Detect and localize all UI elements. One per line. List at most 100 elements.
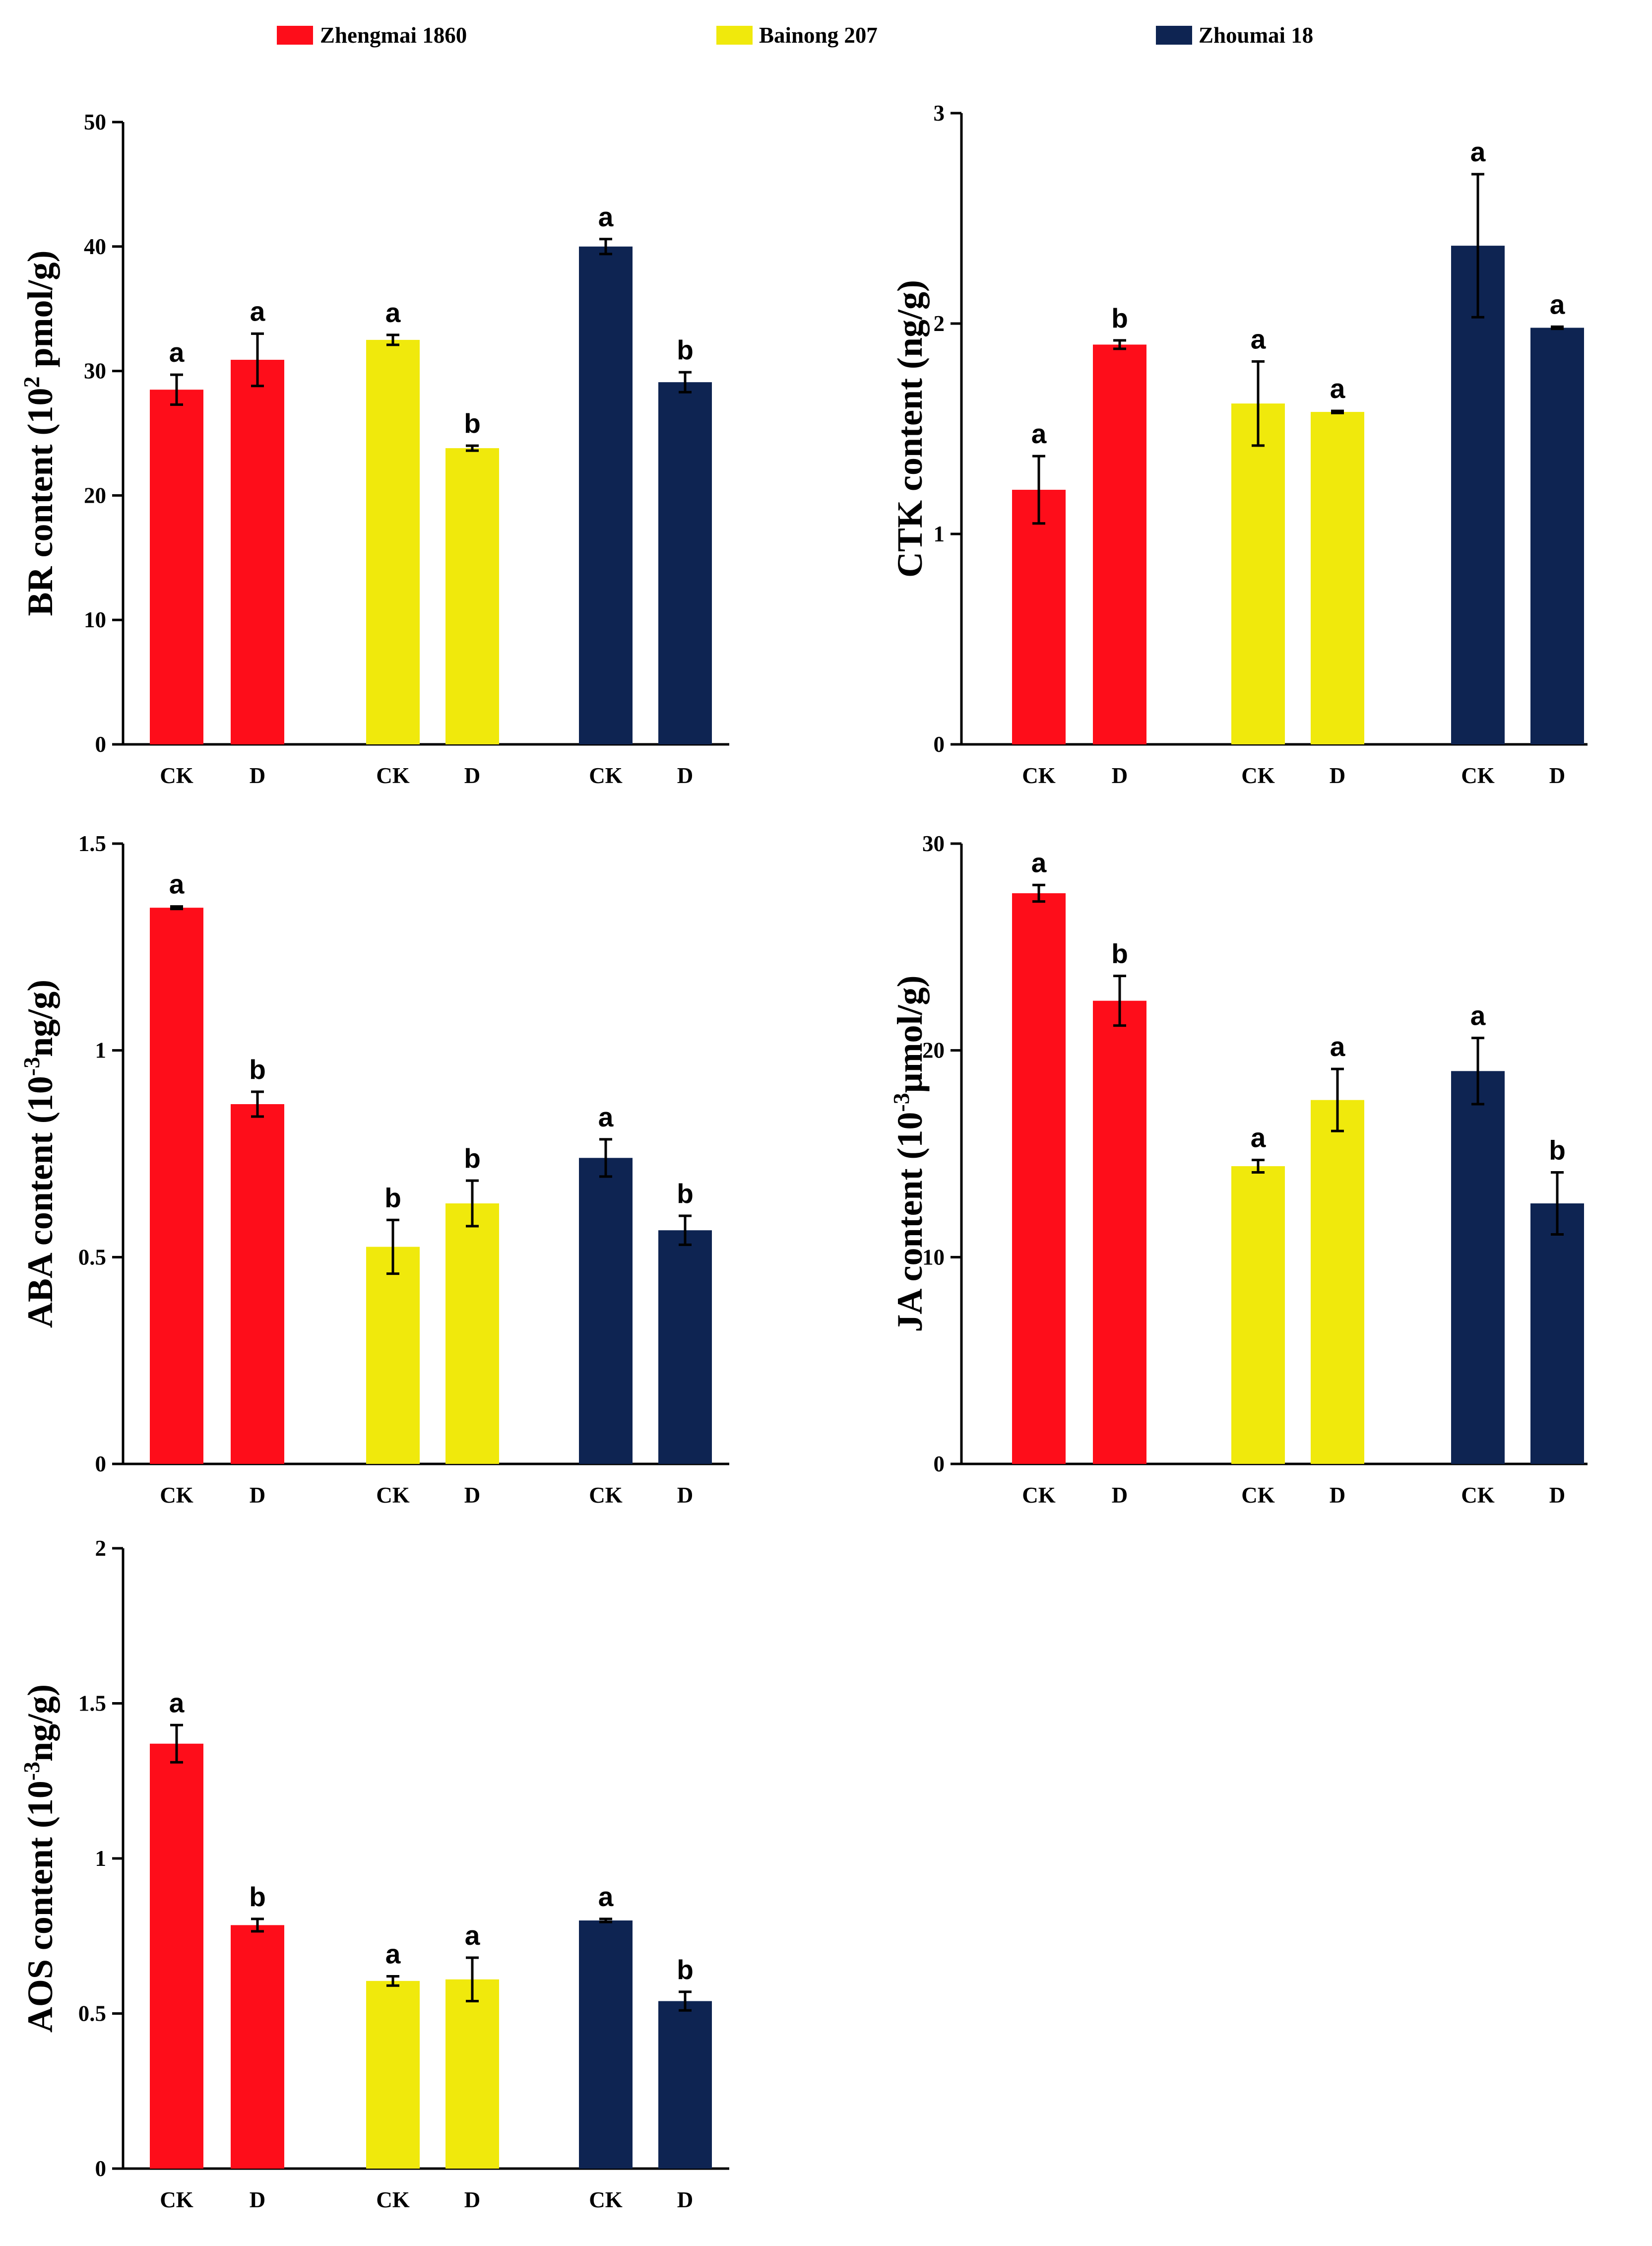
y-tick-label: 40 <box>84 234 106 259</box>
bar <box>658 1230 712 1464</box>
error-bar <box>1113 339 1126 350</box>
y-tick-label: 0 <box>95 2156 107 2181</box>
x-tick-label: CK <box>589 763 623 788</box>
significance-label: b <box>677 1178 694 1209</box>
significance-label: a <box>250 296 265 327</box>
significance-label: a <box>1251 324 1266 354</box>
x-tick-label: CK <box>589 2187 623 2212</box>
bar <box>366 339 420 744</box>
aba-content-chart: 0 0.5 1 1.5 a CK b Db CK b Da CK b D ABA content (10-3… <box>19 831 729 1508</box>
x-tick-label: D <box>1112 763 1128 788</box>
error-bar <box>1331 1067 1344 1132</box>
y-tick-label: 1.5 <box>78 1691 106 1716</box>
x-tick-label: D <box>464 1483 481 1508</box>
error-bar <box>251 1917 264 1933</box>
error-bar <box>599 1138 612 1178</box>
y-tick-label: 0 <box>95 1452 107 1476</box>
significance-label: b <box>464 1143 481 1174</box>
y-tick-label: 1 <box>95 1846 107 1871</box>
legend-item-bainong-207: Bainong 207 <box>716 23 878 48</box>
error-bar <box>251 1090 264 1118</box>
significance-label: b <box>1111 938 1128 969</box>
error-bar <box>679 1990 692 2012</box>
error-bar <box>170 905 183 911</box>
x-tick-label: D <box>250 763 266 788</box>
legend-swatch-zhoumai-18 <box>1156 26 1192 45</box>
br-content-chart: 0 10 20 30 40 50 a CK a Da CK b Da CK b D BR content (10… <box>19 110 729 788</box>
error-bar <box>1032 883 1045 903</box>
y-tick-label: 0 <box>934 1452 945 1476</box>
significance-label: b <box>464 408 481 439</box>
bar <box>366 1247 420 1464</box>
y-tick-label: 2 <box>934 311 945 336</box>
x-tick-label: D <box>1330 1483 1346 1508</box>
bar <box>150 1743 203 2169</box>
y-axis-title: CTK content (ng/g) <box>890 280 930 578</box>
y-axis-title: AOS content (10-3ng/g) <box>19 1684 60 2033</box>
significance-label: b <box>384 1182 401 1213</box>
significance-label: a <box>1470 136 1486 167</box>
bar <box>1311 1100 1364 1464</box>
bar <box>1231 1166 1285 1464</box>
x-tick-label: D <box>677 2187 694 2212</box>
legend-item-zhengmai-1860: Zhengmai 1860 <box>277 23 467 48</box>
error-bar <box>466 444 479 452</box>
error-bar <box>1252 1159 1265 1174</box>
error-bar <box>386 333 399 346</box>
significance-label: a <box>1330 373 1345 404</box>
x-tick-label: CK <box>1241 763 1275 788</box>
y-tick-label: 50 <box>84 110 106 134</box>
x-tick-label: D <box>464 763 481 788</box>
bar <box>231 1104 284 1464</box>
error-bar <box>386 1218 399 1275</box>
significance-label: a <box>169 869 185 900</box>
legend-label-zhoumai-18: Zhoumai 18 <box>1199 23 1313 48</box>
x-tick-label: CK <box>160 1483 193 1508</box>
bar <box>150 390 203 744</box>
error-bar <box>1113 975 1126 1027</box>
significance-label: a <box>598 1102 614 1132</box>
y-tick-label: 3 <box>934 101 945 126</box>
x-tick-label: CK <box>160 2187 193 2212</box>
y-tick-label: 20 <box>84 483 106 508</box>
x-tick-label: CK <box>376 1483 410 1508</box>
bar <box>658 2001 712 2169</box>
error-bar <box>466 1956 479 2002</box>
significance-label: b <box>677 334 694 365</box>
bar <box>366 1981 420 2169</box>
y-tick-label: 1 <box>934 522 945 546</box>
error-bar <box>1551 325 1564 330</box>
ctk-content-chart: 0 1 2 3 a CK b Da CK a Da CK a D CTK content (ng/g) <box>890 101 1588 788</box>
aos-content-chart: 0 0.5 1 1.5 2 a CK b Da CK a Da CK b D AOS content (10-… <box>19 1536 729 2212</box>
significance-label: b <box>1549 1135 1566 1166</box>
significance-label: a <box>1031 847 1047 878</box>
x-tick-label: CK <box>376 2187 410 2212</box>
legend-item-zhoumai-18: Zhoumai 18 <box>1156 23 1313 48</box>
x-tick-label: CK <box>1461 1483 1495 1508</box>
bar <box>445 1979 499 2169</box>
x-tick-label: D <box>250 2187 266 2212</box>
bar <box>579 1920 633 2169</box>
significance-label: a <box>465 1920 480 1951</box>
bar <box>1093 344 1146 744</box>
bar <box>579 1158 633 1464</box>
bar <box>1451 1071 1505 1464</box>
x-tick-label: CK <box>1241 1483 1275 1508</box>
bar <box>445 1203 499 1464</box>
bar <box>1311 412 1364 744</box>
error-bar <box>1471 1037 1484 1106</box>
bar <box>658 382 712 744</box>
legend-label-bainong-207: Bainong 207 <box>759 23 878 48</box>
error-bar <box>1252 360 1265 447</box>
x-tick-label: CK <box>160 763 193 788</box>
significance-label: a <box>1470 1000 1486 1031</box>
y-axis-title: BR content (102 pmol/g) <box>19 251 60 616</box>
y-axis-title: JA content (10-3μmol/g) <box>889 975 930 1332</box>
bar <box>231 360 284 744</box>
error-bar <box>599 238 612 256</box>
significance-label: a <box>598 1881 614 1912</box>
y-tick-label: 1.5 <box>78 831 106 856</box>
error-bar <box>679 1214 692 1246</box>
legend-label-zhengmai-1860: Zhengmai 1860 <box>320 23 467 48</box>
error-bar <box>170 1723 183 1764</box>
